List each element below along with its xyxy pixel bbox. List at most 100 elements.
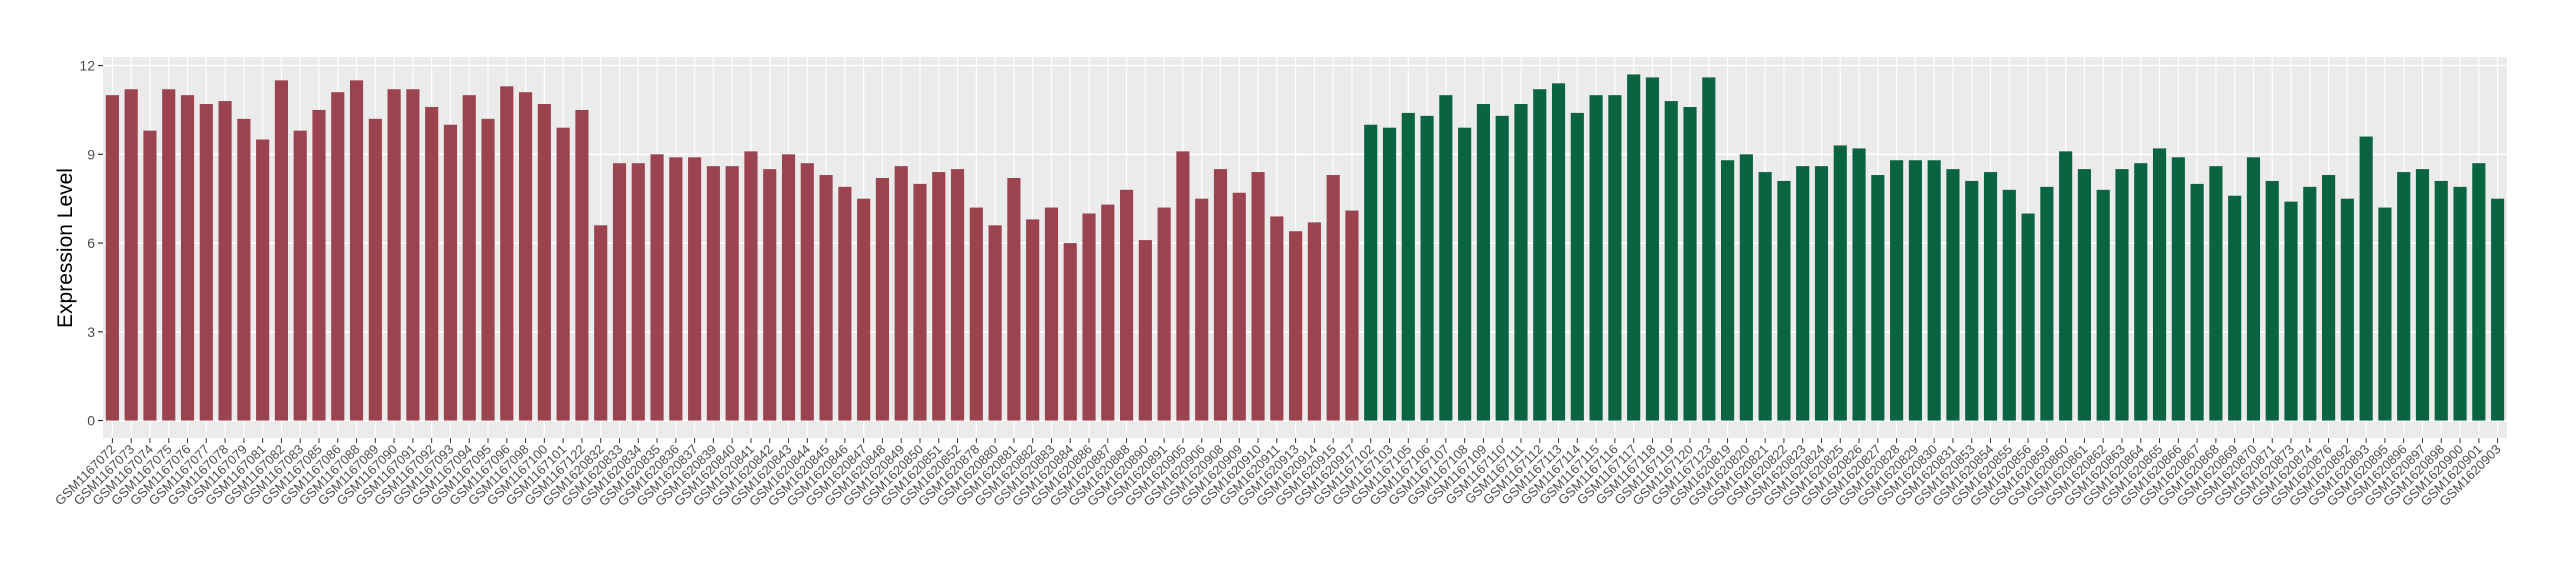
y-tick-label: 0 (87, 413, 95, 429)
bar (875, 177, 889, 421)
bar (1476, 104, 1490, 421)
bar (2021, 213, 2035, 421)
bar (1589, 95, 1603, 421)
bar (2472, 163, 2486, 421)
bar (143, 130, 157, 421)
bar (2378, 207, 2392, 421)
bar (2171, 157, 2185, 421)
bar (1777, 180, 1791, 421)
bar (2322, 175, 2336, 421)
bar (500, 86, 514, 421)
bar (1551, 83, 1566, 421)
bar (950, 169, 965, 421)
bar (1514, 104, 1528, 421)
bar (1401, 112, 1415, 421)
bar (180, 95, 195, 421)
bar (1420, 115, 1434, 421)
bar (2397, 172, 2411, 421)
bar (481, 118, 495, 421)
bar (519, 92, 533, 421)
bar (368, 118, 382, 421)
bar (1758, 172, 1772, 421)
bar (274, 80, 288, 421)
bar (2265, 180, 2279, 421)
bar (988, 225, 1002, 421)
bar (594, 225, 608, 421)
bar (1852, 148, 1866, 421)
bar (612, 163, 627, 421)
bar (1927, 160, 1941, 421)
bar (1533, 89, 1547, 421)
bar (1138, 240, 1152, 421)
bar (706, 166, 720, 421)
bar (1364, 124, 1378, 421)
bar (2002, 189, 2016, 421)
bar (1833, 145, 1847, 421)
bar (1570, 112, 1584, 421)
bar (1176, 151, 1190, 421)
bar (688, 157, 702, 421)
bar (1026, 219, 1040, 421)
bar (2246, 157, 2261, 421)
bar (1251, 172, 1265, 421)
bar (331, 92, 345, 421)
bar (969, 207, 983, 421)
bar (2209, 166, 2223, 421)
bar (218, 101, 232, 421)
bar (575, 109, 589, 421)
bar (1645, 77, 1660, 421)
bar (443, 124, 458, 421)
bar (1683, 106, 1697, 421)
bar (1289, 231, 1303, 421)
bar (650, 154, 664, 421)
bar (312, 109, 326, 421)
bar (2077, 169, 2091, 421)
bar (2115, 169, 2129, 421)
y-tick-label: 6 (87, 235, 95, 251)
bar (349, 80, 364, 421)
bar (1007, 177, 1021, 421)
bar (1382, 127, 1397, 421)
bar (2190, 183, 2204, 421)
bar (2284, 201, 2298, 421)
bar (2359, 136, 2373, 421)
bar (387, 89, 401, 421)
bar (800, 163, 814, 421)
y-tick-label: 12 (79, 58, 95, 74)
bar (199, 104, 213, 421)
bar (1664, 101, 1678, 421)
bar (838, 186, 852, 421)
bar (1702, 77, 1716, 421)
bar (293, 130, 307, 421)
bar (1721, 160, 1735, 421)
bar (462, 95, 476, 421)
bar (1458, 127, 1472, 421)
bar (819, 175, 833, 421)
bar (2415, 169, 2430, 421)
bar (894, 166, 908, 421)
bar (2152, 148, 2167, 421)
bar (1439, 95, 1453, 421)
bar (1082, 213, 1096, 421)
bar (669, 157, 683, 421)
bar (2134, 163, 2148, 421)
bar (556, 127, 570, 421)
bar (1195, 198, 1209, 421)
bar (1608, 95, 1622, 421)
bar (406, 89, 420, 421)
bar (932, 172, 946, 421)
bar (913, 183, 927, 421)
bar (2040, 186, 2054, 421)
bar (1739, 154, 1753, 421)
bar (2228, 195, 2242, 421)
bar (425, 106, 439, 421)
bar (744, 151, 758, 421)
bar (1871, 175, 1885, 421)
bar (1101, 204, 1115, 421)
bar (1890, 160, 1904, 421)
bar (631, 163, 645, 421)
bar (1965, 180, 1979, 421)
bar (1908, 160, 1922, 421)
bar (1495, 115, 1509, 421)
